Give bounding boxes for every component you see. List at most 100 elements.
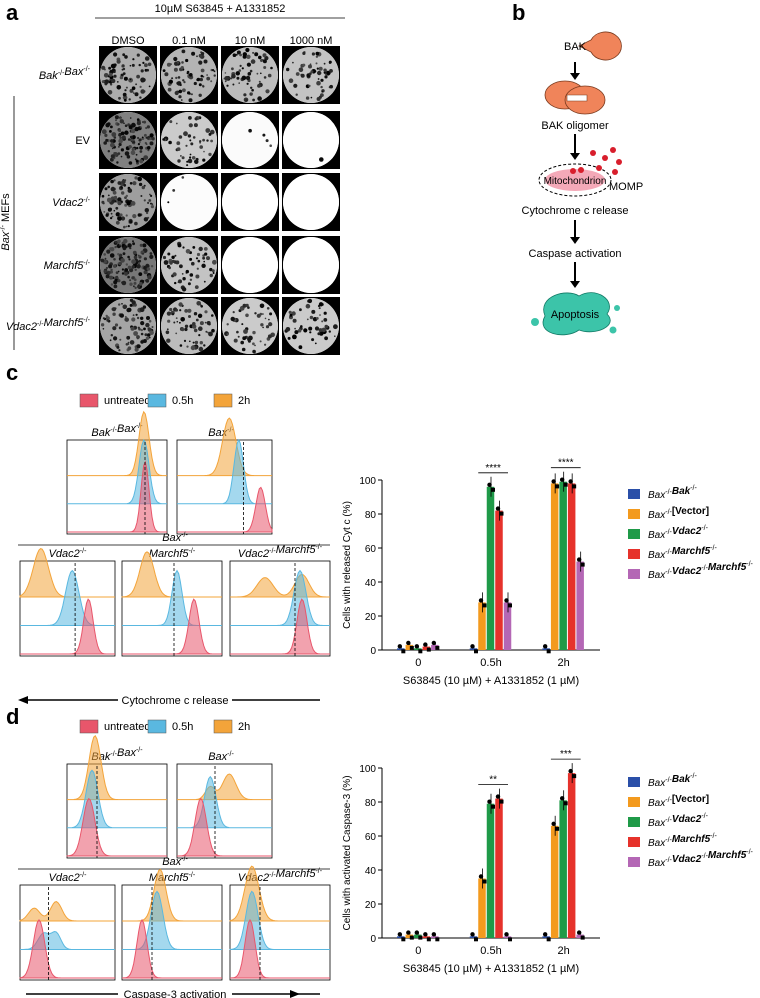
colony xyxy=(129,298,134,302)
colony xyxy=(245,313,249,318)
colony xyxy=(181,176,185,179)
colony xyxy=(180,328,184,331)
superscript: -/- xyxy=(710,833,717,840)
cytc-dot xyxy=(590,150,596,156)
colony xyxy=(114,323,119,327)
colony xyxy=(110,247,115,252)
colony xyxy=(132,314,135,316)
colony xyxy=(110,212,113,215)
bar xyxy=(405,644,414,650)
colony xyxy=(260,323,264,327)
colony xyxy=(125,343,129,346)
colony xyxy=(202,256,206,260)
colony xyxy=(110,179,114,184)
colony xyxy=(147,135,151,139)
significance-label: **** xyxy=(485,463,501,474)
well-background xyxy=(283,298,339,354)
colony xyxy=(134,347,139,352)
column-label-3: 1000 nM xyxy=(290,35,333,47)
histogram-curve-2 xyxy=(122,868,222,922)
bar xyxy=(431,936,439,938)
colony xyxy=(257,84,260,86)
colony xyxy=(132,250,137,255)
colony xyxy=(289,313,293,317)
data-point xyxy=(568,768,573,774)
colony xyxy=(139,307,145,313)
colony xyxy=(254,52,259,57)
colony xyxy=(107,90,113,95)
colony xyxy=(193,328,198,333)
histogram-curve-0 xyxy=(230,598,330,655)
colony xyxy=(120,148,124,152)
colony xyxy=(235,71,240,76)
colony xyxy=(117,216,122,221)
colony xyxy=(145,322,150,328)
legend-label-2: 2h xyxy=(238,395,250,407)
colony xyxy=(113,258,116,261)
apoptotic-bleb xyxy=(614,305,620,311)
data-point xyxy=(542,644,548,649)
colony xyxy=(316,80,321,86)
colony xyxy=(263,76,267,79)
colony xyxy=(145,336,150,340)
colony xyxy=(233,338,238,343)
colony xyxy=(134,126,139,132)
colony xyxy=(177,76,181,79)
colony xyxy=(140,69,144,73)
colony xyxy=(196,252,201,257)
bar xyxy=(503,936,512,938)
colony xyxy=(195,318,199,322)
superscript: -/- xyxy=(701,853,708,860)
cytc-dot xyxy=(578,167,584,173)
gene: Vdac2 xyxy=(49,548,80,560)
colony-well xyxy=(99,297,157,355)
data-point xyxy=(409,935,414,940)
histogram-curve-0 xyxy=(229,918,330,979)
colony xyxy=(175,308,179,312)
colony xyxy=(142,253,144,255)
data-point xyxy=(426,937,431,942)
colony xyxy=(131,317,136,322)
colony xyxy=(265,325,270,329)
colony xyxy=(145,143,148,146)
colony xyxy=(133,278,137,282)
data-point xyxy=(418,649,423,654)
colony xyxy=(323,318,328,322)
y-tick-label: 20 xyxy=(365,900,377,911)
colony xyxy=(131,276,135,280)
colony xyxy=(126,307,131,313)
colony xyxy=(119,136,122,139)
colony xyxy=(126,155,131,159)
data-point xyxy=(568,479,573,484)
well-background xyxy=(222,237,278,293)
gene: Vdac2 xyxy=(672,854,702,865)
colony xyxy=(118,96,121,100)
cytc-release-label: Cytochrome c release xyxy=(522,205,629,217)
bak-shape xyxy=(578,31,622,61)
colony xyxy=(102,317,105,320)
colony xyxy=(108,72,113,77)
colony xyxy=(250,86,253,90)
y-tick-label: 80 xyxy=(365,798,377,809)
colony xyxy=(113,264,117,268)
colony xyxy=(143,120,147,124)
colony xyxy=(230,77,233,80)
colony xyxy=(124,272,128,276)
colony xyxy=(135,153,138,156)
colony xyxy=(108,264,113,269)
colony xyxy=(199,140,202,143)
colony xyxy=(319,331,324,336)
colony xyxy=(305,303,311,309)
row-label-3: Marchf5-/- xyxy=(44,260,91,272)
colony xyxy=(185,144,188,147)
colony xyxy=(127,343,130,346)
colony xyxy=(241,75,247,81)
colony xyxy=(123,122,125,125)
colony xyxy=(206,321,211,325)
colony xyxy=(199,321,204,326)
colony xyxy=(181,287,187,292)
superscript: -/- xyxy=(136,423,143,430)
colony xyxy=(197,313,203,318)
colony xyxy=(111,78,116,84)
superscript: -/- xyxy=(665,509,672,516)
